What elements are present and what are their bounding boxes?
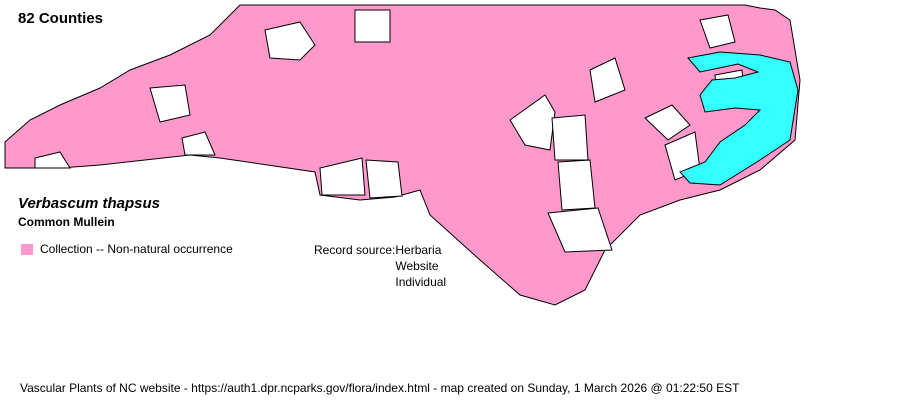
- scientific-name: Verbascum thapsus: [18, 195, 160, 212]
- common-name: Common Mullein: [18, 215, 115, 229]
- record-source-item: Individual: [395, 275, 447, 289]
- legend-label: Collection -- Non-natural occurrence: [40, 242, 233, 256]
- legend-swatch: [21, 243, 33, 255]
- county-count: 82 Counties: [18, 10, 104, 27]
- record-source-item: Herbaria: [395, 243, 442, 257]
- record-source: Record source: Herbaria Website Individu…: [314, 242, 446, 290]
- record-source-item: Website: [395, 259, 439, 273]
- pamlico-albemarle-sound: [679, 51, 799, 186]
- footer-credit: Vascular Plants of NC website - https://…: [20, 381, 740, 395]
- legend-item: Collection -- Non-natural occurrence: [21, 242, 233, 256]
- record-source-label: Record source:: [314, 243, 396, 257]
